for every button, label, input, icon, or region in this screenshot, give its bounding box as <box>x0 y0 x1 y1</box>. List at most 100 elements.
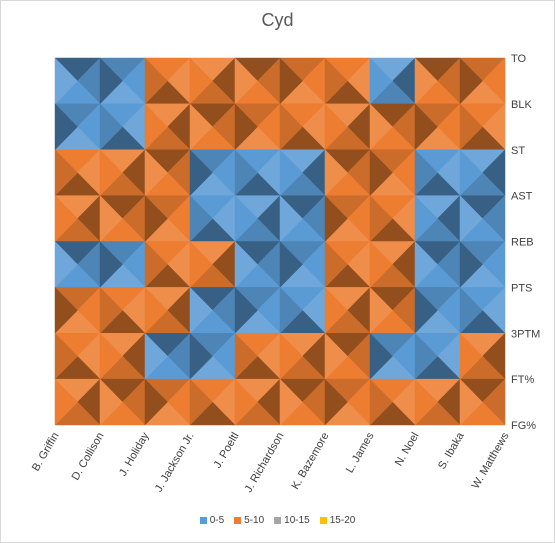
legend-swatch <box>199 517 207 524</box>
surface-facet <box>279 57 303 105</box>
surface-facet <box>189 149 213 197</box>
surface-facet <box>99 332 123 380</box>
surface-facet <box>99 240 123 288</box>
surface-facet <box>459 378 483 426</box>
surface-facet <box>54 195 78 243</box>
legend-label: 15-20 <box>329 515 356 526</box>
x-tick-label: S. Ibaka <box>436 430 467 472</box>
surface-facet <box>459 195 483 243</box>
surface-plot: TO BLK ST AST REB PTS 3PTM FT% FG% B. Griffin D. … <box>30 53 540 495</box>
surface-facet <box>144 332 168 380</box>
surface-facet <box>369 57 393 105</box>
surface-facet <box>414 103 438 151</box>
surface-facet <box>279 286 303 334</box>
surface-facet <box>414 149 438 197</box>
y-tick-label: 3PTM <box>511 328 540 340</box>
y-tick-label: PTS <box>511 282 532 294</box>
x-tick-label: J. Jackson Jr. <box>153 431 197 495</box>
surface-facet <box>324 240 348 288</box>
surface-facet <box>234 57 258 105</box>
surface-facet <box>279 103 303 151</box>
surface-facet <box>369 149 393 197</box>
legend-label: 5-10 <box>244 515 265 526</box>
surface-facet <box>99 286 123 334</box>
surface-facet <box>279 195 303 243</box>
surface-facet <box>144 57 168 105</box>
surface-facet <box>324 195 348 243</box>
surface-facet <box>324 103 348 151</box>
surface-facet <box>54 286 78 334</box>
x-tick-label: J. Richardson <box>243 431 287 495</box>
surface-facet <box>414 378 438 426</box>
surface-facet <box>234 103 258 151</box>
surface-facet <box>234 240 258 288</box>
legend-swatch <box>234 517 242 524</box>
surface-facet <box>54 103 78 151</box>
surface-facet <box>144 286 168 334</box>
surface-facet <box>189 195 213 243</box>
legend-swatch <box>274 517 282 524</box>
chart-title: Cyd <box>261 10 294 30</box>
legend-item: 15-20 <box>319 515 356 526</box>
legend-item: 0-5 <box>199 515 225 526</box>
surface-facet <box>459 286 483 334</box>
legend: 0-5 5-10 10-15 15-20 <box>0 515 555 526</box>
surface-facet <box>189 240 213 288</box>
y-tick-label: BLK <box>511 99 532 111</box>
y-tick-label: ST <box>511 145 525 157</box>
surface-facet <box>99 195 123 243</box>
surface-facet <box>459 149 483 197</box>
y-tick-label: REB <box>511 237 534 249</box>
surface-facet <box>189 286 213 334</box>
surface-facet <box>99 149 123 197</box>
surface-facet <box>324 286 348 334</box>
surface-facet <box>414 240 438 288</box>
surface-facet <box>369 240 393 288</box>
surface-facet <box>324 378 348 426</box>
surface-facet <box>279 240 303 288</box>
surface-facet <box>459 103 483 151</box>
x-tick-label: D. Collison <box>70 431 107 483</box>
surface-facet <box>144 149 168 197</box>
surface-facet <box>234 286 258 334</box>
y-tick-label: TO <box>511 53 527 65</box>
y-tick-label: FG% <box>511 420 536 432</box>
surface-facet <box>324 57 348 105</box>
surface-facet <box>144 378 168 426</box>
legend-item: 10-15 <box>274 515 310 526</box>
surface-facet <box>99 378 123 426</box>
surface-facet <box>54 332 78 380</box>
surface-facet <box>324 332 348 380</box>
x-tick-label: J. Poeltl <box>212 431 242 471</box>
surface-facet <box>279 149 303 197</box>
x-tick-label: N. Noel <box>393 431 422 469</box>
surface-facet <box>144 103 168 151</box>
surface-facet <box>99 57 123 105</box>
x-tick-label: K. Bazemore <box>289 431 331 492</box>
surface-facet <box>234 378 258 426</box>
surface-facet <box>414 332 438 380</box>
surface-facet <box>279 332 303 380</box>
surface-facet <box>144 195 168 243</box>
surface-facet <box>189 103 213 151</box>
surface-facet <box>99 103 123 151</box>
surface-facet <box>54 57 78 105</box>
legend-label: 0-5 <box>209 515 225 526</box>
surface-facet <box>279 378 303 426</box>
surface-facet <box>189 57 213 105</box>
surface-facet <box>234 149 258 197</box>
surface-facet <box>369 286 393 334</box>
y-tick-label: FT% <box>511 374 534 386</box>
surface-facet <box>234 332 258 380</box>
surface-facet <box>189 332 213 380</box>
surface-facet <box>54 378 78 426</box>
surface-facet <box>54 240 78 288</box>
surface-facet <box>414 286 438 334</box>
surface-facet <box>189 378 213 426</box>
surface-facet <box>369 332 393 380</box>
x-tick-label: B. Griffin <box>30 431 62 474</box>
surface-facet <box>414 57 438 105</box>
surface-facet <box>54 149 78 197</box>
surface-facet <box>459 57 483 105</box>
surface-facet <box>459 240 483 288</box>
